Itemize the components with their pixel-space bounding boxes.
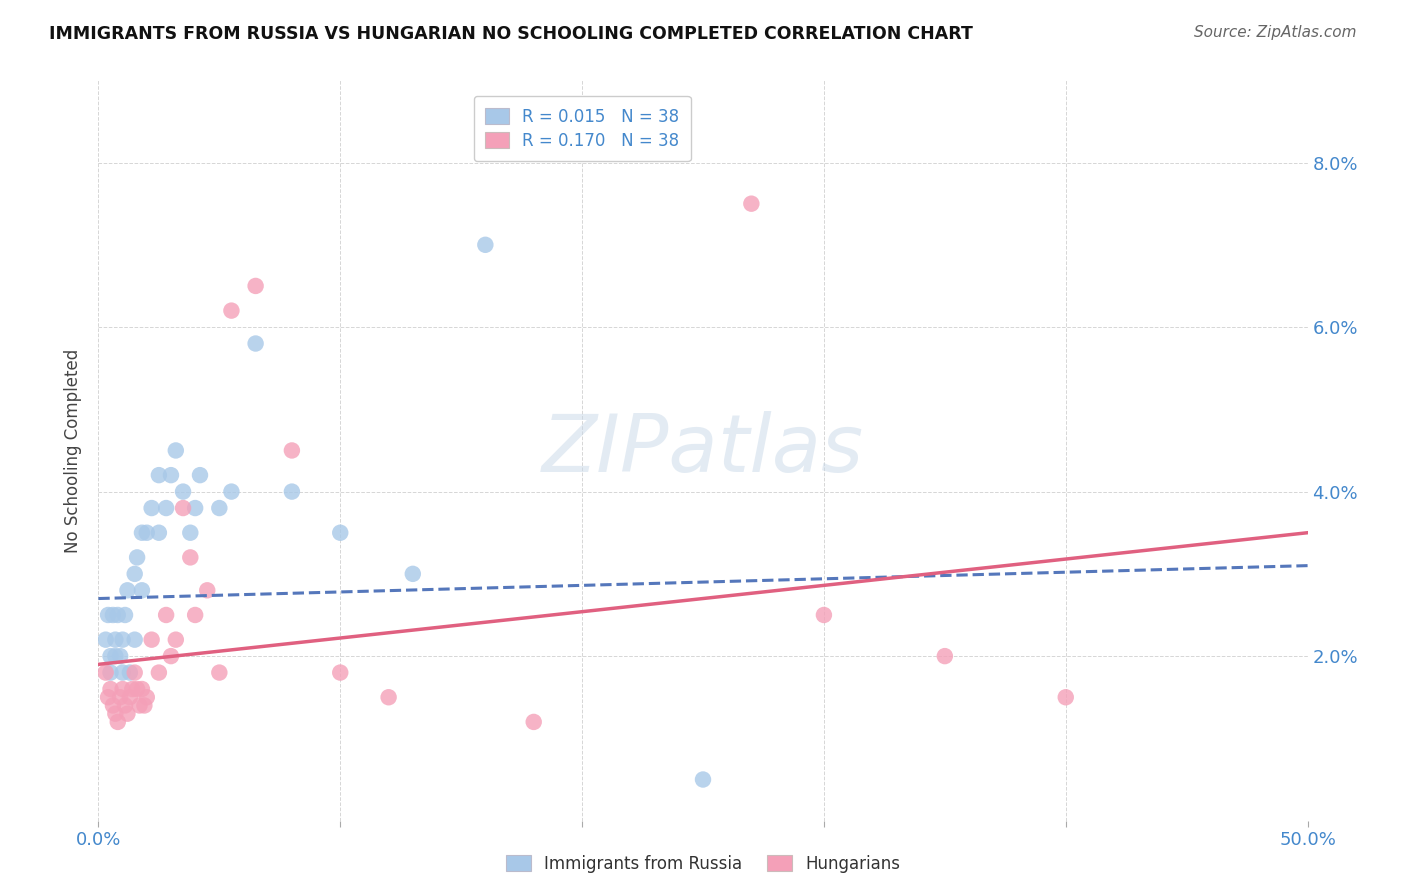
Point [281,443,304,458]
Point [127,681,149,696]
Point [155,501,177,516]
Y-axis label: No Schooling Completed: No Schooling Completed [65,349,83,552]
Point [402,566,425,581]
Point [107,714,129,729]
Text: Source: ZipAtlas.com: Source: ZipAtlas.com [1194,25,1357,40]
Point [127,550,149,565]
Point [740,196,762,211]
Point [108,649,131,664]
Text: IMMIGRANTS FROM RUSSIA VS HUNGARIAN NO SCHOOLING COMPLETED CORRELATION CHART: IMMIGRANTS FROM RUSSIA VS HUNGARIAN NO S… [49,25,973,43]
Point [100,681,122,696]
Point [1054,690,1077,705]
Point [208,665,231,680]
Point [148,525,170,540]
Point [124,665,146,680]
Point [188,468,211,483]
Point [101,607,124,622]
Point [184,501,207,516]
Point [160,649,183,664]
Point [165,632,187,647]
Point [101,698,124,713]
Point [111,665,134,680]
Point [221,303,243,318]
Point [107,607,129,622]
Point [474,237,496,252]
Point [148,468,170,483]
Point [114,698,136,713]
Point [97,607,120,622]
Point [131,583,153,598]
Point [184,607,207,622]
Point [100,665,122,680]
Point [131,681,153,696]
Legend: R = 0.015   N = 38, R = 0.170   N = 38: R = 0.015 N = 38, R = 0.170 N = 38 [474,96,690,161]
Point [104,706,127,721]
Point [104,649,127,664]
Point [100,649,122,664]
Point [172,501,194,516]
Point [208,501,231,516]
Point [134,698,156,713]
Point [281,484,304,499]
Point [195,583,218,598]
Point [111,681,134,696]
Point [117,583,139,598]
Point [155,607,177,622]
Point [377,690,399,705]
Point [118,690,141,705]
Point [94,632,117,647]
Legend: Immigrants from Russia, Hungarians: Immigrants from Russia, Hungarians [499,848,907,880]
Point [245,279,267,293]
Point [329,525,352,540]
Point [179,525,201,540]
Point [221,484,243,499]
Point [160,468,183,483]
Point [165,443,187,458]
Point [934,649,956,664]
Point [329,665,352,680]
Point [124,566,146,581]
Point [97,690,120,705]
Point [135,690,157,705]
Point [179,550,201,565]
Point [813,607,835,622]
Point [172,484,194,499]
Point [117,706,139,721]
Point [118,665,141,680]
Point [131,525,153,540]
Point [121,681,143,696]
Point [94,665,117,680]
Text: ZIPatlas: ZIPatlas [541,411,865,490]
Point [114,607,136,622]
Point [245,336,267,351]
Point [128,698,150,713]
Point [111,632,134,647]
Point [108,690,131,705]
Point [141,632,163,647]
Point [104,632,127,647]
Point [523,714,546,729]
Point [141,501,163,516]
Point [135,525,157,540]
Point [692,772,714,787]
Point [148,665,170,680]
Point [124,632,146,647]
